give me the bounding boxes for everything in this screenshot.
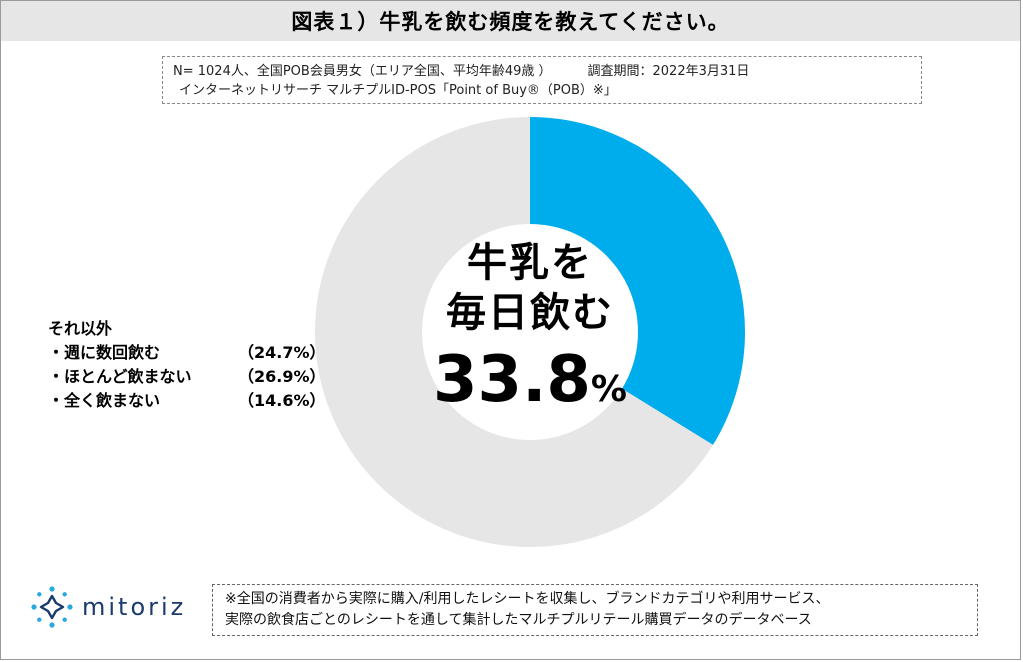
survey-info-line-1: N= 1024人、全国POB会員男女（エリア全国、平均年齢49歳 ） 調査期間：2… bbox=[173, 62, 921, 81]
donut-slice-other bbox=[314, 117, 713, 548]
mitoriz-logo: mitoriz bbox=[30, 585, 186, 629]
center-value: 33.8% bbox=[420, 340, 640, 430]
center-label-line-2: 毎日飲む bbox=[446, 290, 614, 336]
donut-slice-daily bbox=[530, 117, 745, 445]
legend-item-label: ・全く飲まない bbox=[48, 391, 161, 410]
footnote-box: ※全国の消費者から実際に購入/利用したレシートを収集し、ブランドカテゴリや利用サ… bbox=[212, 584, 978, 636]
sample-size-text: N= 1024人、全国POB会員男女（エリア全国、平均年齢49歳 ） bbox=[173, 64, 552, 79]
center-value-unit: % bbox=[590, 369, 627, 410]
center-label-line-1: 牛乳を bbox=[467, 240, 593, 286]
logo-text: mitoriz bbox=[82, 593, 187, 621]
chart-title: 図表１）牛乳を飲む頻度を教えてください。 bbox=[291, 10, 730, 34]
survey-info-box: N= 1024人、全国POB会員男女（エリア全国、平均年齢49歳 ） 調査期間：2… bbox=[162, 56, 922, 104]
legend-item-value: （14.6%） bbox=[238, 391, 326, 410]
center-value-number: 33.8 bbox=[433, 343, 591, 417]
other-breakdown-legend: それ以外 ・週に数回飲む （24.7%） ・ほとんど飲まない （26.9%） ・… bbox=[48, 317, 326, 413]
sun-burst-icon bbox=[31, 586, 73, 628]
legend-item: ・週に数回飲む （24.7%） bbox=[48, 341, 326, 365]
legend-item-value: （24.7%） bbox=[238, 343, 326, 362]
footnote-line-1: ※全国の消費者から実際に購入/利用したレシートを収集し、ブランドカテゴリや利用サ… bbox=[225, 591, 830, 607]
legend-item: ・全く飲まない （14.6%） bbox=[48, 389, 326, 413]
title-bar: 図表１）牛乳を飲む頻度を教えてください。 bbox=[1, 1, 1020, 41]
survey-period-text: 調査期間：2022年3月31日 bbox=[587, 64, 750, 79]
legend-header: それ以外 bbox=[48, 319, 113, 338]
footnote-line-2: 実際の飲食店ごとのレシートを通して集計したマルチプルリテール購買データのデータベ… bbox=[225, 612, 812, 628]
legend-item-label: ・ほとんど飲まない bbox=[48, 367, 192, 386]
center-label: 牛乳を 毎日飲む 33.8% bbox=[420, 238, 640, 430]
legend-item-value: （26.9%） bbox=[238, 367, 326, 386]
legend-item-label: ・週に数回飲む bbox=[48, 343, 161, 362]
survey-method-text: インターネットリサーチ マルチプルID-POS「Point of Buy®（PO… bbox=[179, 83, 617, 98]
legend-item: ・ほとんど飲まない （26.9%） bbox=[48, 365, 326, 389]
